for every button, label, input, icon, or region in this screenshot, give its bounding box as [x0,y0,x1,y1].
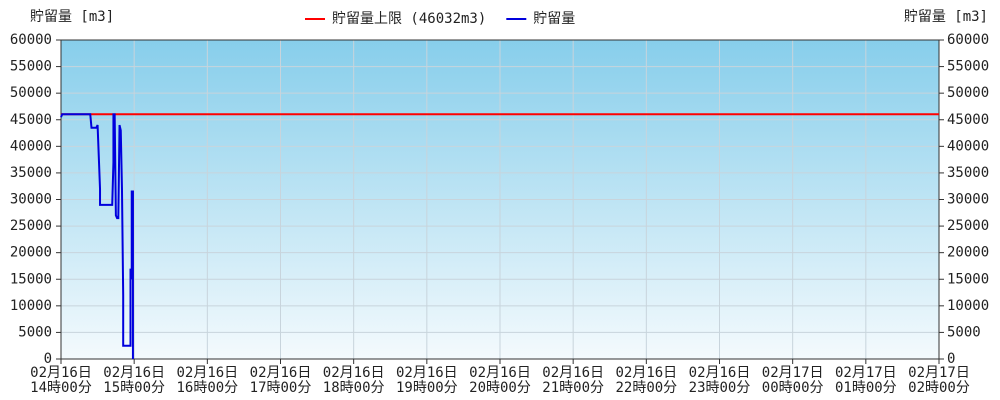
y2-tick-label: 15000 [947,271,989,287]
legend-label: 貯留量上限 (46032m3) [332,11,486,27]
y-tick-label: 5000 [18,324,52,340]
y2-tick-label: 60000 [947,32,989,48]
y2-tick-label: 10000 [947,298,989,314]
y-tick-label: 55000 [10,59,52,75]
y-tick-label: 25000 [10,218,52,234]
x-tick-label: 02月16日 17時00分 [250,365,312,396]
x-tick-label: 02月16日 15時00分 [103,365,165,396]
x-tick-label: 02月16日 21時00分 [542,365,604,396]
y2-tick-label: 25000 [947,218,989,234]
x-tick-label: 02月16日 20時00分 [469,365,531,396]
y-tick-label: 35000 [10,165,52,181]
x-tick-label: 02月16日 23時00分 [689,365,751,396]
x-tick-label: 02月17日 00時00分 [762,365,824,396]
x-tick-label: 02月16日 22時00分 [615,365,677,396]
y-axis-title: 貯留量 [m3] [30,9,114,25]
y-tick-label: 45000 [10,112,52,128]
x-tick-label: 02月17日 02時00分 [908,365,970,396]
y-tick-label: 40000 [10,138,52,154]
x-tick-label: 02月16日 16時00分 [176,365,238,396]
x-tick-label: 02月17日 01時00分 [835,365,897,396]
x-tick-label: 02月16日 18時00分 [323,365,385,396]
x-tick-label: 02月16日 19時00分 [396,365,458,396]
y2-tick-label: 20000 [947,245,989,261]
y-tick-label: 30000 [10,192,52,208]
y-tick-label: 50000 [10,85,52,101]
y2-axis-title: 貯留量 [m3] [904,9,988,25]
y2-tick-label: 5000 [947,324,981,340]
y-tick-label: 60000 [10,32,52,48]
y2-tick-label: 50000 [947,85,989,101]
y2-tick-label: 0 [947,351,955,367]
y-tick-label: 20000 [10,245,52,261]
y2-tick-label: 45000 [947,112,989,128]
y-tick-label: 15000 [10,271,52,287]
y2-tick-label: 30000 [947,192,989,208]
y2-tick-label: 55000 [947,59,989,75]
plot-border [60,39,940,360]
series-line [60,113,134,359]
legend-label: 貯留量 [533,11,575,27]
y-tick-label: 10000 [10,298,52,314]
y-tick-label: 0 [44,351,52,367]
x-tick-label: 02月16日 14時00分 [30,365,92,396]
y2-tick-label: 40000 [947,138,989,154]
y2-tick-label: 35000 [947,165,989,181]
